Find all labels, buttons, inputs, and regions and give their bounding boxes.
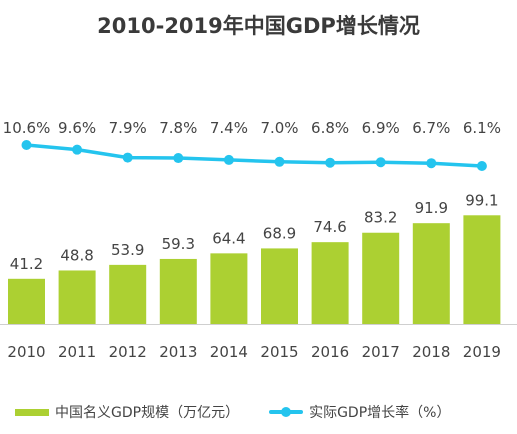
bar-value-label: 59.3	[162, 235, 195, 253]
x-tick-label: 2014	[210, 343, 248, 361]
x-tick-label: 2019	[463, 343, 501, 361]
bar-value-label: 91.9	[415, 199, 448, 217]
bar-2013	[159, 258, 197, 324]
x-tick-label: 2010	[7, 343, 45, 361]
bar-value-label: 99.1	[465, 191, 498, 209]
legend-label-growth: 实际GDP增长率（%）	[309, 405, 451, 421]
labels-layer: 41.2 2010 48.8 2011 53.9 2012 59.3 2013 64.4 2014…	[3, 119, 501, 361]
growth-point-2016	[325, 157, 336, 168]
line-layer	[21, 139, 487, 171]
growth-point-2012	[122, 152, 133, 163]
bar-value-label: 68.9	[263, 224, 296, 242]
growth-value-label: 6.9%	[362, 119, 400, 137]
legend-swatch-line	[269, 406, 304, 418]
growth-point-2014	[223, 154, 234, 165]
x-tick-label: 2013	[159, 343, 197, 361]
x-tick-label: 2016	[311, 343, 349, 361]
bar-value-label: 53.9	[111, 241, 144, 259]
growth-value-label: 10.6%	[3, 119, 51, 137]
x-tick-label: 2017	[362, 343, 400, 361]
growth-value-label: 6.1%	[463, 119, 501, 137]
bar-value-label: 74.6	[313, 218, 346, 236]
bar-value-label: 48.8	[60, 246, 93, 264]
bars-layer	[0, 215, 517, 325]
bar-2014	[210, 253, 248, 324]
bar-2010	[8, 278, 45, 324]
growth-value-label: 7.0%	[260, 119, 298, 137]
x-tick-label: 2011	[58, 343, 96, 361]
bar-value-label: 83.2	[364, 209, 397, 227]
bar-2012	[109, 264, 147, 324]
bar-2016	[311, 242, 349, 324]
growth-value-label: 9.6%	[58, 119, 96, 137]
x-tick-label: 2015	[260, 343, 298, 361]
growth-point-2011	[72, 144, 83, 155]
bar-2011	[58, 270, 96, 324]
growth-value-label: 6.7%	[412, 119, 450, 137]
x-tick-label: 2012	[109, 343, 147, 361]
legend-item-growth: 实际GDP增长率（%）	[269, 402, 450, 422]
growth-point-2019	[476, 161, 487, 171]
growth-value-label: 7.9%	[109, 119, 147, 137]
growth-line	[26, 143, 482, 168]
bar-2018	[412, 223, 450, 324]
bar-2015	[261, 248, 298, 324]
x-tick-label: 2018	[412, 343, 450, 361]
bar-2019	[463, 215, 501, 324]
growth-value-label: 7.8%	[159, 119, 197, 137]
legend-label-gdp: 中国名义GDP规模（万亿元）	[55, 405, 240, 421]
bar-value-label: 41.2	[10, 255, 43, 273]
growth-value-label: 7.4%	[210, 119, 248, 137]
growth-point-2015	[274, 156, 285, 167]
growth-point-2018	[426, 158, 437, 169]
chart-title: 2010-2019年中国GDP增长情况	[97, 14, 420, 38]
legend: 中国名义GDP规模（万亿元） 实际GDP增长率（%）	[0, 401, 517, 423]
legend-item-gdp: 中国名义GDP规模（万亿元）	[15, 402, 239, 422]
bar-2017	[362, 232, 400, 324]
growth-point-2017	[375, 157, 386, 168]
growth-point-2013	[173, 153, 184, 164]
legend-swatch-bar	[15, 408, 49, 416]
bar-value-label: 64.4	[212, 229, 245, 247]
growth-value-label: 6.8%	[311, 119, 349, 137]
growth-point-2010	[21, 139, 32, 150]
